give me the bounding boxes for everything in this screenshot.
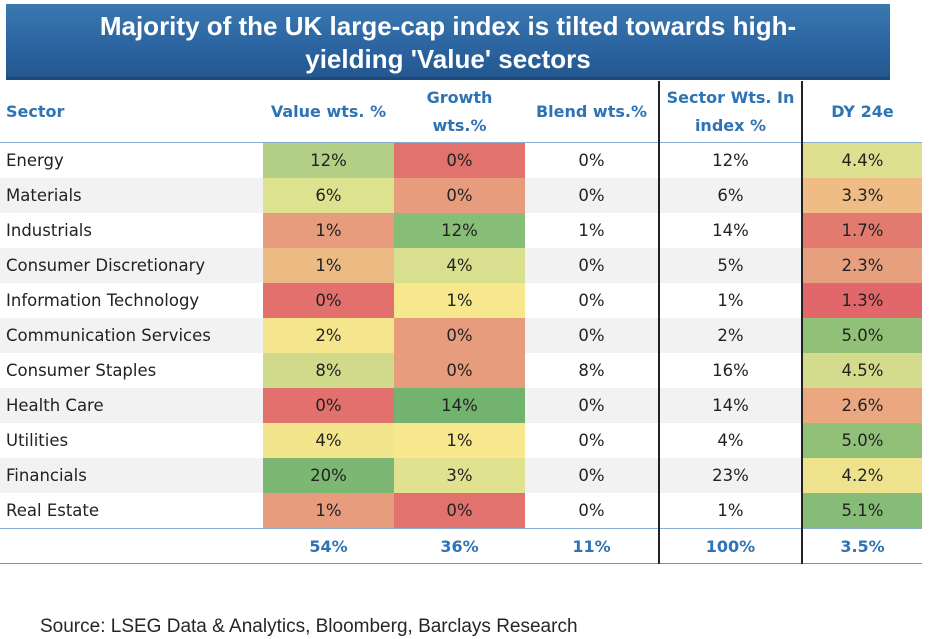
table-row: Real Estate 1% 0% 0% 1% 5.1%	[0, 493, 922, 529]
value-weight-cell: 8%	[263, 353, 394, 388]
index-weight-cell: 12%	[658, 142, 802, 178]
growth-weight-cell: 1%	[394, 283, 525, 318]
chart-title-line1: Majority of the UK large-cap index is ti…	[99, 11, 797, 41]
value-weight-cell: 1%	[263, 213, 394, 248]
column-header-sector: Sector	[0, 81, 263, 143]
column-header-dy: DY 24e	[801, 81, 922, 143]
value-weight-cell: 0%	[263, 283, 394, 318]
index-weight-cell: 14%	[658, 213, 802, 248]
value-weight-cell: 20%	[263, 458, 394, 493]
sector-cell: Materials	[0, 178, 263, 213]
table-row: Information Technology 0% 1% 0% 1% 1.3%	[0, 283, 922, 318]
column-header-blend: Blend wts.%	[525, 81, 659, 143]
dividend-yield-cell: 2.3%	[801, 248, 922, 283]
blend-weight-cell: 0%	[525, 388, 659, 423]
growth-weight-cell: 0%	[394, 142, 525, 178]
growth-weight-cell: 0%	[394, 353, 525, 388]
column-header-value: Value wts. %	[263, 81, 394, 143]
index-weight-cell: 4%	[658, 423, 802, 458]
sector-cell: Industrials	[6, 221, 92, 240]
index-weight-cell: 5%	[658, 248, 802, 283]
value-weight-cell: 12%	[263, 142, 394, 178]
growth-weight-cell: 0%	[394, 493, 525, 529]
total-growth: 36%	[394, 528, 525, 564]
totals-label-cell	[0, 528, 263, 564]
growth-weight-cell: 4%	[394, 248, 525, 283]
index-weight-cell: 1%	[658, 283, 802, 318]
sector-cell: Financials	[0, 458, 263, 493]
value-weight-cell: 4%	[263, 423, 394, 458]
blend-weight-cell: 0%	[525, 458, 659, 493]
index-weight-cell: 2%	[658, 318, 802, 353]
table-row: Health Care 0% 14% 0% 14% 2.6%	[0, 388, 922, 423]
sector-cell: Utilities	[6, 431, 69, 450]
index-weight-cell: 6%	[658, 178, 802, 213]
table-row: Industrials 1% 12% 1% 14% 1.7%	[0, 213, 922, 248]
dividend-yield-cell: 4.4%	[801, 142, 922, 178]
table-row: Consumer Staples 8% 0% 8% 16% 4.5%	[0, 353, 922, 388]
sector-cell: Consumer Discretionary	[0, 248, 263, 283]
growth-weight-cell: 14%	[394, 388, 525, 423]
sector-cell: Consumer Staples	[6, 361, 157, 380]
dividend-yield-cell: 5.0%	[801, 318, 922, 353]
sector-cell: Real Estate	[6, 501, 100, 520]
dividend-yield-cell: 4.2%	[801, 458, 922, 493]
growth-weight-cell: 0%	[394, 178, 525, 213]
column-header-growth: Growth wts.%	[394, 81, 525, 143]
dividend-yield-cell: 1.7%	[801, 213, 922, 248]
growth-weight-cell: 3%	[394, 458, 525, 493]
blend-weight-cell: 0%	[578, 431, 605, 450]
table-row: Consumer Discretionary 1% 4% 0% 5% 2.3%	[0, 248, 922, 283]
sector-cell: Communication Services	[0, 318, 263, 353]
value-weight-cell: 1%	[263, 248, 394, 283]
dividend-yield-cell: 2.6%	[801, 388, 922, 423]
blend-weight-cell: 1%	[578, 221, 605, 240]
totals-row: 54% 36% 11% 100% 3.5%	[0, 528, 922, 564]
total-blend: 11%	[525, 528, 659, 564]
dividend-yield-cell: 1.3%	[801, 283, 922, 318]
total-index-weight: 100%	[658, 528, 802, 564]
sector-weights-table: Sector Value wts. % Growth wts.% Blend w…	[0, 81, 922, 564]
total-value: 54%	[263, 528, 394, 564]
table-row: Utilities 4% 1% 0% 4% 5.0%	[0, 423, 922, 458]
blend-weight-cell: 0%	[578, 151, 605, 170]
blend-weight-cell: 0%	[525, 248, 659, 283]
column-header-index-weight: Sector Wts. In index %	[658, 81, 802, 143]
total-dy: 3.5%	[801, 528, 922, 564]
blend-weight-cell: 0%	[578, 291, 605, 310]
table-row: Financials 20% 3% 0% 23% 4.2%	[0, 458, 922, 493]
index-weight-cell: 16%	[658, 353, 802, 388]
chart-title-line2: yielding 'Value' sectors	[305, 44, 591, 74]
growth-weight-cell: 0%	[394, 318, 525, 353]
blend-weight-cell: 0%	[525, 178, 659, 213]
chart-title: Majority of the UK large-cap index is ti…	[6, 4, 890, 80]
growth-weight-cell: 12%	[394, 213, 525, 248]
value-weight-cell: 1%	[263, 493, 394, 529]
source-note: Source: LSEG Data & Analytics, Bloomberg…	[40, 616, 578, 637]
index-weight-cell: 23%	[658, 458, 802, 493]
value-weight-cell: 0%	[263, 388, 394, 423]
table-body: Energy 12% 0% 0% 12% 4.4% Materials 6% 0% 0% 6% 3.3…	[0, 142, 922, 529]
value-weight-cell: 2%	[263, 318, 394, 353]
table-row: Energy 12% 0% 0% 12% 4.4%	[0, 142, 922, 178]
header-row: Sector Value wts. % Growth wts.% Blend w…	[0, 81, 922, 143]
value-weight-cell: 6%	[263, 178, 394, 213]
blend-weight-cell: 0%	[525, 318, 659, 353]
dividend-yield-cell: 4.5%	[801, 353, 922, 388]
dividend-yield-cell: 3.3%	[801, 178, 922, 213]
index-weight-cell: 1%	[658, 493, 802, 529]
index-weight-cell: 14%	[658, 388, 802, 423]
dividend-yield-cell: 5.0%	[801, 423, 922, 458]
table-row: Communication Services 2% 0% 0% 2% 5.0%	[0, 318, 922, 353]
table-row: Materials 6% 0% 0% 6% 3.3%	[0, 178, 922, 213]
sector-cell: Health Care	[0, 388, 263, 423]
dividend-yield-cell: 5.1%	[801, 493, 922, 529]
blend-weight-cell: 8%	[578, 361, 605, 380]
sector-cell: Information Technology	[6, 291, 200, 310]
blend-weight-cell: 0%	[578, 501, 605, 520]
growth-weight-cell: 1%	[394, 423, 525, 458]
sector-cell: Energy	[6, 151, 64, 170]
